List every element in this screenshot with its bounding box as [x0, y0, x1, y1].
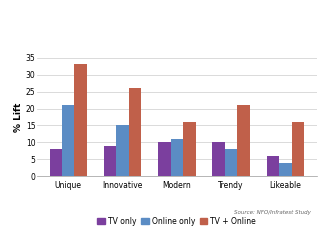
Bar [292, 122, 304, 176]
Bar [171, 139, 183, 176]
Bar [225, 149, 237, 176]
Bar [267, 156, 279, 176]
Legend: TV only, Online only, TV + Online: TV only, Online only, TV + Online [94, 214, 259, 228]
Y-axis label: % Lift: % Lift [14, 102, 23, 132]
Bar [158, 143, 171, 176]
Bar [104, 146, 116, 176]
Text: Source: NFO/Infratest Study: Source: NFO/Infratest Study [234, 210, 310, 215]
Bar [279, 163, 292, 176]
Bar [212, 143, 225, 176]
Bar [183, 122, 196, 176]
Text: IMPACT ON BRAND ATTRIBUTES: IMPACT ON BRAND ATTRIBUTES [10, 13, 271, 28]
Bar [116, 126, 129, 176]
Bar [237, 105, 250, 176]
Bar [50, 149, 62, 176]
Bar [129, 88, 141, 176]
Text: Both media impact key brand attributes separately yet are more powerful together: Both media impact key brand attributes s… [6, 226, 308, 232]
Bar [75, 64, 87, 176]
Bar [62, 105, 75, 176]
